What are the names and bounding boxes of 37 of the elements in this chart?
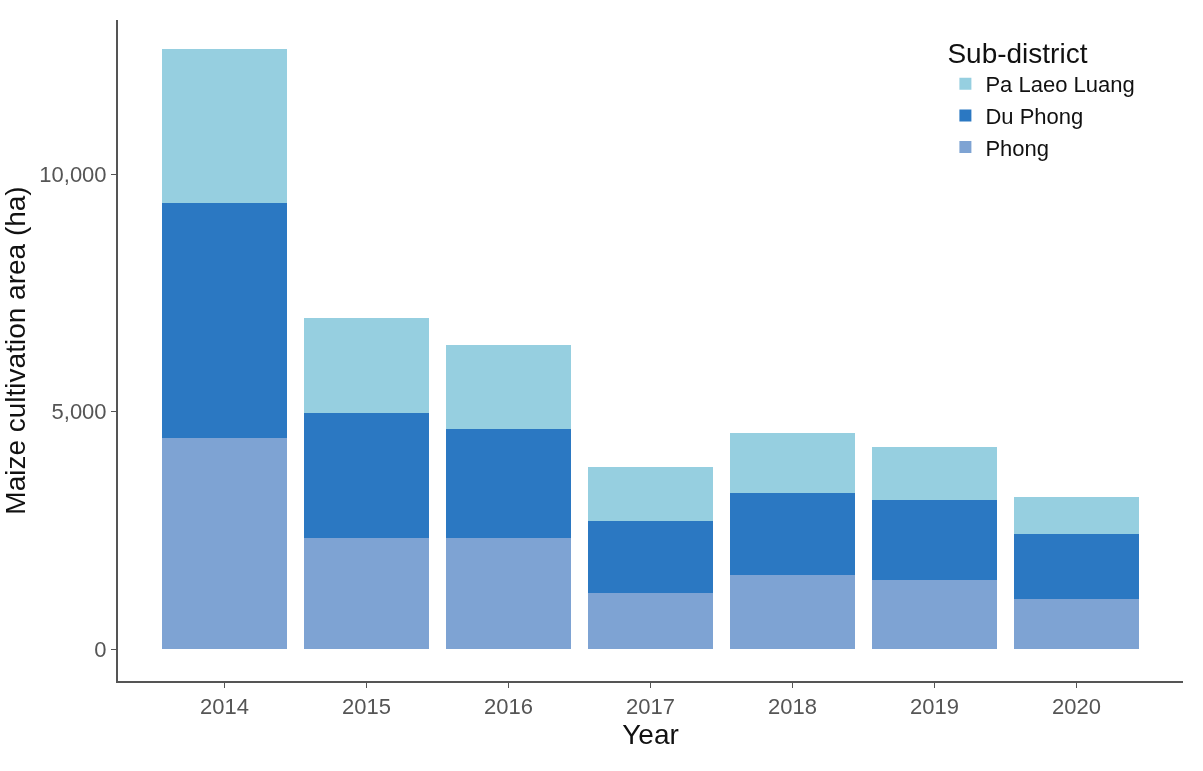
y-axis-title: Maize cultivation area (ha) [0,186,31,515]
bar [588,466,713,521]
bar [162,48,287,203]
bar [304,318,429,413]
bar [872,447,997,501]
y-tick-label: 10,000 [39,162,107,188]
y-tick-label: 5,000 [51,399,107,425]
bar [730,432,855,494]
bar [304,412,429,538]
bar [872,580,997,650]
bar [588,520,713,593]
x-tick-label: 2018 [768,694,817,720]
x-tick-label: 2016 [484,694,533,720]
bar [162,202,287,439]
bar [162,438,287,650]
bar [730,493,855,575]
bar [730,574,855,650]
x-tick-label: 2020 [1052,694,1101,720]
bar [446,428,571,538]
legend-title: Sub-district [947,38,1088,70]
x-axis-title: Year [622,719,679,751]
bar [1014,598,1139,650]
x-tick-label: 2019 [910,694,959,720]
x-tick-label: 2015 [342,694,391,720]
bar [304,537,429,650]
x-tick-label: 2014 [200,694,249,720]
bar [1014,534,1139,599]
y-tick-label: 0 [94,636,107,662]
bar [588,592,713,650]
bar [872,500,997,581]
x-tick-label: 2017 [626,694,675,720]
legend-label: Pa Laeo Luang [985,72,1135,98]
bar [446,345,571,429]
bar [446,537,571,650]
legend-label: Du Phong [985,103,1084,129]
bar [1014,496,1139,535]
legend-label: Phong [985,135,1050,161]
